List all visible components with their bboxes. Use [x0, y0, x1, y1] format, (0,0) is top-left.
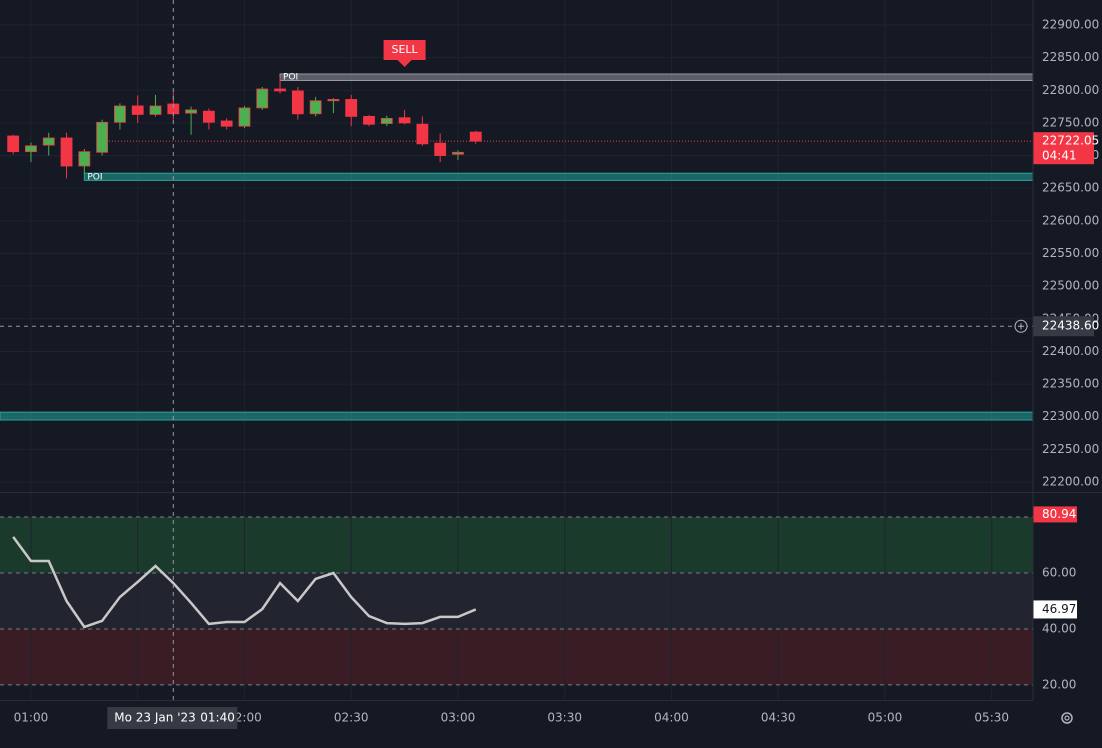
candle-body — [149, 105, 162, 115]
y-tick-label: 22800.00 — [1042, 83, 1099, 97]
crosshair-time: 01:40 — [200, 711, 235, 725]
band — [0, 517, 1033, 574]
candle-body — [42, 137, 55, 146]
y-tick-label: 22400.00 — [1042, 344, 1099, 358]
candle-body — [363, 116, 375, 125]
x-tick-label: 03:30 — [547, 711, 582, 725]
upper-box — [1033, 506, 1077, 523]
zone — [83, 172, 1034, 181]
y-tick-label: 22650.00 — [1042, 181, 1099, 195]
candle-body — [274, 88, 286, 92]
y-tick-label: 22600.00 — [1042, 213, 1099, 227]
price-label: 22722.05 — [1042, 134, 1099, 148]
price-box — [1033, 132, 1094, 165]
marker — [383, 40, 426, 68]
value-box — [1033, 600, 1077, 619]
x-tick-label: 05:30 — [974, 711, 1009, 725]
crosshair-date: Mo 23 Jan '23 — [114, 711, 195, 725]
candle-body — [7, 135, 20, 153]
candle-body — [309, 100, 322, 115]
x-tick-label: 01:00 — [14, 711, 49, 725]
candle-body — [416, 123, 429, 145]
value-label: 46.97 — [1042, 602, 1076, 616]
y-tick-label: 22850.00 — [1042, 50, 1099, 64]
candle-body — [345, 99, 358, 117]
candle-body — [327, 99, 340, 102]
crosshair-price-box — [1033, 316, 1094, 337]
candle-body — [238, 107, 251, 127]
y-tick-label: 22200.00 — [1042, 475, 1099, 489]
candle-body — [96, 121, 109, 153]
gear-hub[interactable] — [1064, 715, 1070, 721]
gear[interactable] — [1061, 712, 1073, 724]
candle-body — [131, 105, 144, 115]
add-icon[interactable] — [1018, 323, 1024, 330]
y-tick-label: 22500.00 — [1042, 279, 1099, 293]
x-tick-label: 02:30 — [334, 711, 369, 725]
y-tick-label: 22300.00 — [1042, 409, 1099, 423]
candle-body — [25, 145, 37, 153]
x-tick-label: 04:30 — [761, 711, 796, 725]
y-tick-label: 60.00 — [1042, 566, 1076, 580]
zone-label: POI — [283, 73, 298, 83]
candle-body — [291, 90, 304, 115]
y-tick-label: 22900.00 — [1042, 18, 1099, 32]
band — [0, 628, 1033, 685]
candle-body — [469, 131, 482, 142]
candle-body — [185, 109, 197, 114]
upper-label: 80.94 — [1042, 507, 1076, 521]
y-tick-label: 22350.00 — [1042, 377, 1099, 391]
y-tick-label: 20.00 — [1042, 677, 1076, 691]
settings-icon[interactable] — [1061, 712, 1073, 724]
crosshair-price: 22438.60 — [1042, 319, 1099, 333]
marker-label: SELL — [391, 43, 418, 56]
countdown: 04:41 — [1042, 149, 1077, 163]
x-tick-label: 04:00 — [654, 711, 689, 725]
candle-body — [114, 105, 126, 123]
candle-body — [380, 117, 393, 124]
y-tick-label: 22550.00 — [1042, 246, 1099, 260]
candle-body — [434, 142, 447, 156]
plot: 05:3001:0001:3002:0002:3003:0003:3004:00… — [0, 0, 1099, 729]
zone-label: POI — [87, 172, 102, 182]
zone — [279, 73, 1034, 81]
rsi-line — [12, 536, 477, 629]
zone — [0, 411, 1034, 421]
x-tick-label: 05:00 — [868, 711, 903, 725]
y-tick-label: 22250.00 — [1042, 442, 1099, 456]
candle-body — [78, 151, 91, 167]
candle-body — [452, 151, 464, 155]
candle-body — [256, 88, 269, 109]
candle-body — [220, 120, 233, 127]
candle-body — [202, 110, 215, 123]
crosshair-time-box — [107, 707, 238, 729]
band — [0, 573, 1033, 629]
y-tick-label: 22750.00 — [1042, 115, 1099, 129]
candle-body — [60, 137, 73, 167]
candle-body — [398, 117, 411, 124]
y-tick-label: 40.00 — [1042, 621, 1076, 635]
x-tick-label: 03:00 — [441, 711, 476, 725]
